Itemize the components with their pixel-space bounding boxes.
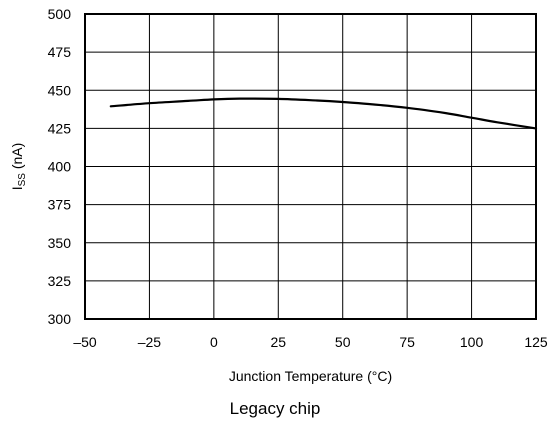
y-tick-label: 325 — [48, 273, 72, 289]
x-tick-label: –25 — [138, 334, 162, 350]
y-tick-label: 450 — [48, 82, 72, 98]
series-group — [109, 97, 538, 130]
x-tick-labels: –50 –25 0 25 50 75 100 125 — [73, 334, 548, 350]
y-tick-label: 400 — [48, 159, 72, 175]
grid-lines — [85, 14, 536, 319]
plot-frame — [84, 13, 537, 320]
y-axis-label: ISS (nA) — [9, 143, 28, 191]
x-tick-label: 100 — [460, 334, 484, 350]
y-tick-label: 475 — [48, 44, 72, 60]
y-tick-label: 500 — [48, 6, 72, 22]
series-line-0 — [109, 97, 538, 130]
x-tick-label: 25 — [270, 334, 286, 350]
y-axis-label-base: I — [9, 186, 25, 190]
y-tick-labels: 300 325 350 375 400 425 450 475 500 — [48, 6, 72, 327]
chart-caption: Legacy chip — [229, 399, 321, 418]
x-tick-label: 125 — [524, 334, 548, 350]
x-tick-label: 75 — [399, 334, 415, 350]
y-tick-label: 300 — [48, 311, 72, 327]
y-tick-label: 350 — [48, 235, 72, 251]
x-axis-label: Junction Temperature (°C) — [229, 368, 392, 384]
x-tick-label: –50 — [73, 334, 97, 350]
y-axis-label-unit: (nA) — [9, 143, 25, 173]
y-tick-label: 375 — [48, 197, 72, 213]
y-axis-label-subscript: SS — [17, 173, 28, 187]
y-tick-label: 425 — [48, 120, 72, 136]
x-tick-label: 50 — [335, 334, 351, 350]
x-tick-label: 0 — [210, 334, 218, 350]
